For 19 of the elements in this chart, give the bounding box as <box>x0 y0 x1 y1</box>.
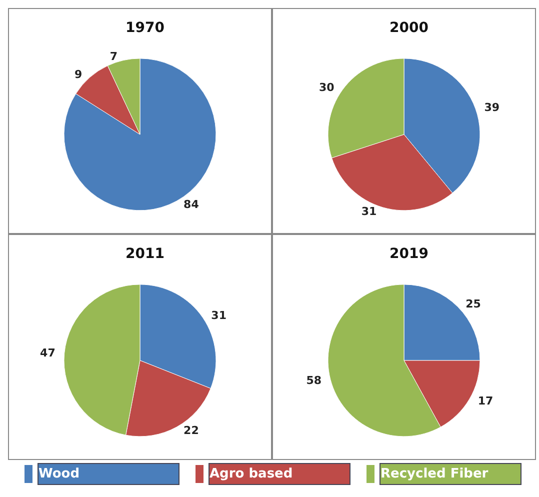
legend-label: Wood <box>38 466 80 482</box>
data-label: 7 <box>110 50 118 63</box>
chart-title: 2000 <box>390 20 429 36</box>
legend-label: Recycled Fiber <box>380 466 489 482</box>
data-label: 58 <box>306 374 322 387</box>
chart-title: 2019 <box>390 246 428 262</box>
data-label: 30 <box>318 80 335 94</box>
data-label: 31 <box>361 204 377 218</box>
data-label: 39 <box>484 100 500 114</box>
data-label: 9 <box>74 68 82 81</box>
data-label: 47 <box>40 346 56 360</box>
data-label: 22 <box>184 424 199 438</box>
chart-title: 1970 <box>126 20 165 36</box>
legend-label: Agro based <box>210 466 293 482</box>
chart-title: 2011 <box>126 246 164 262</box>
data-label: 31 <box>211 308 226 322</box>
data-label: 84 <box>184 198 200 212</box>
data-label: 25 <box>466 297 481 310</box>
data-label: 17 <box>478 394 494 408</box>
